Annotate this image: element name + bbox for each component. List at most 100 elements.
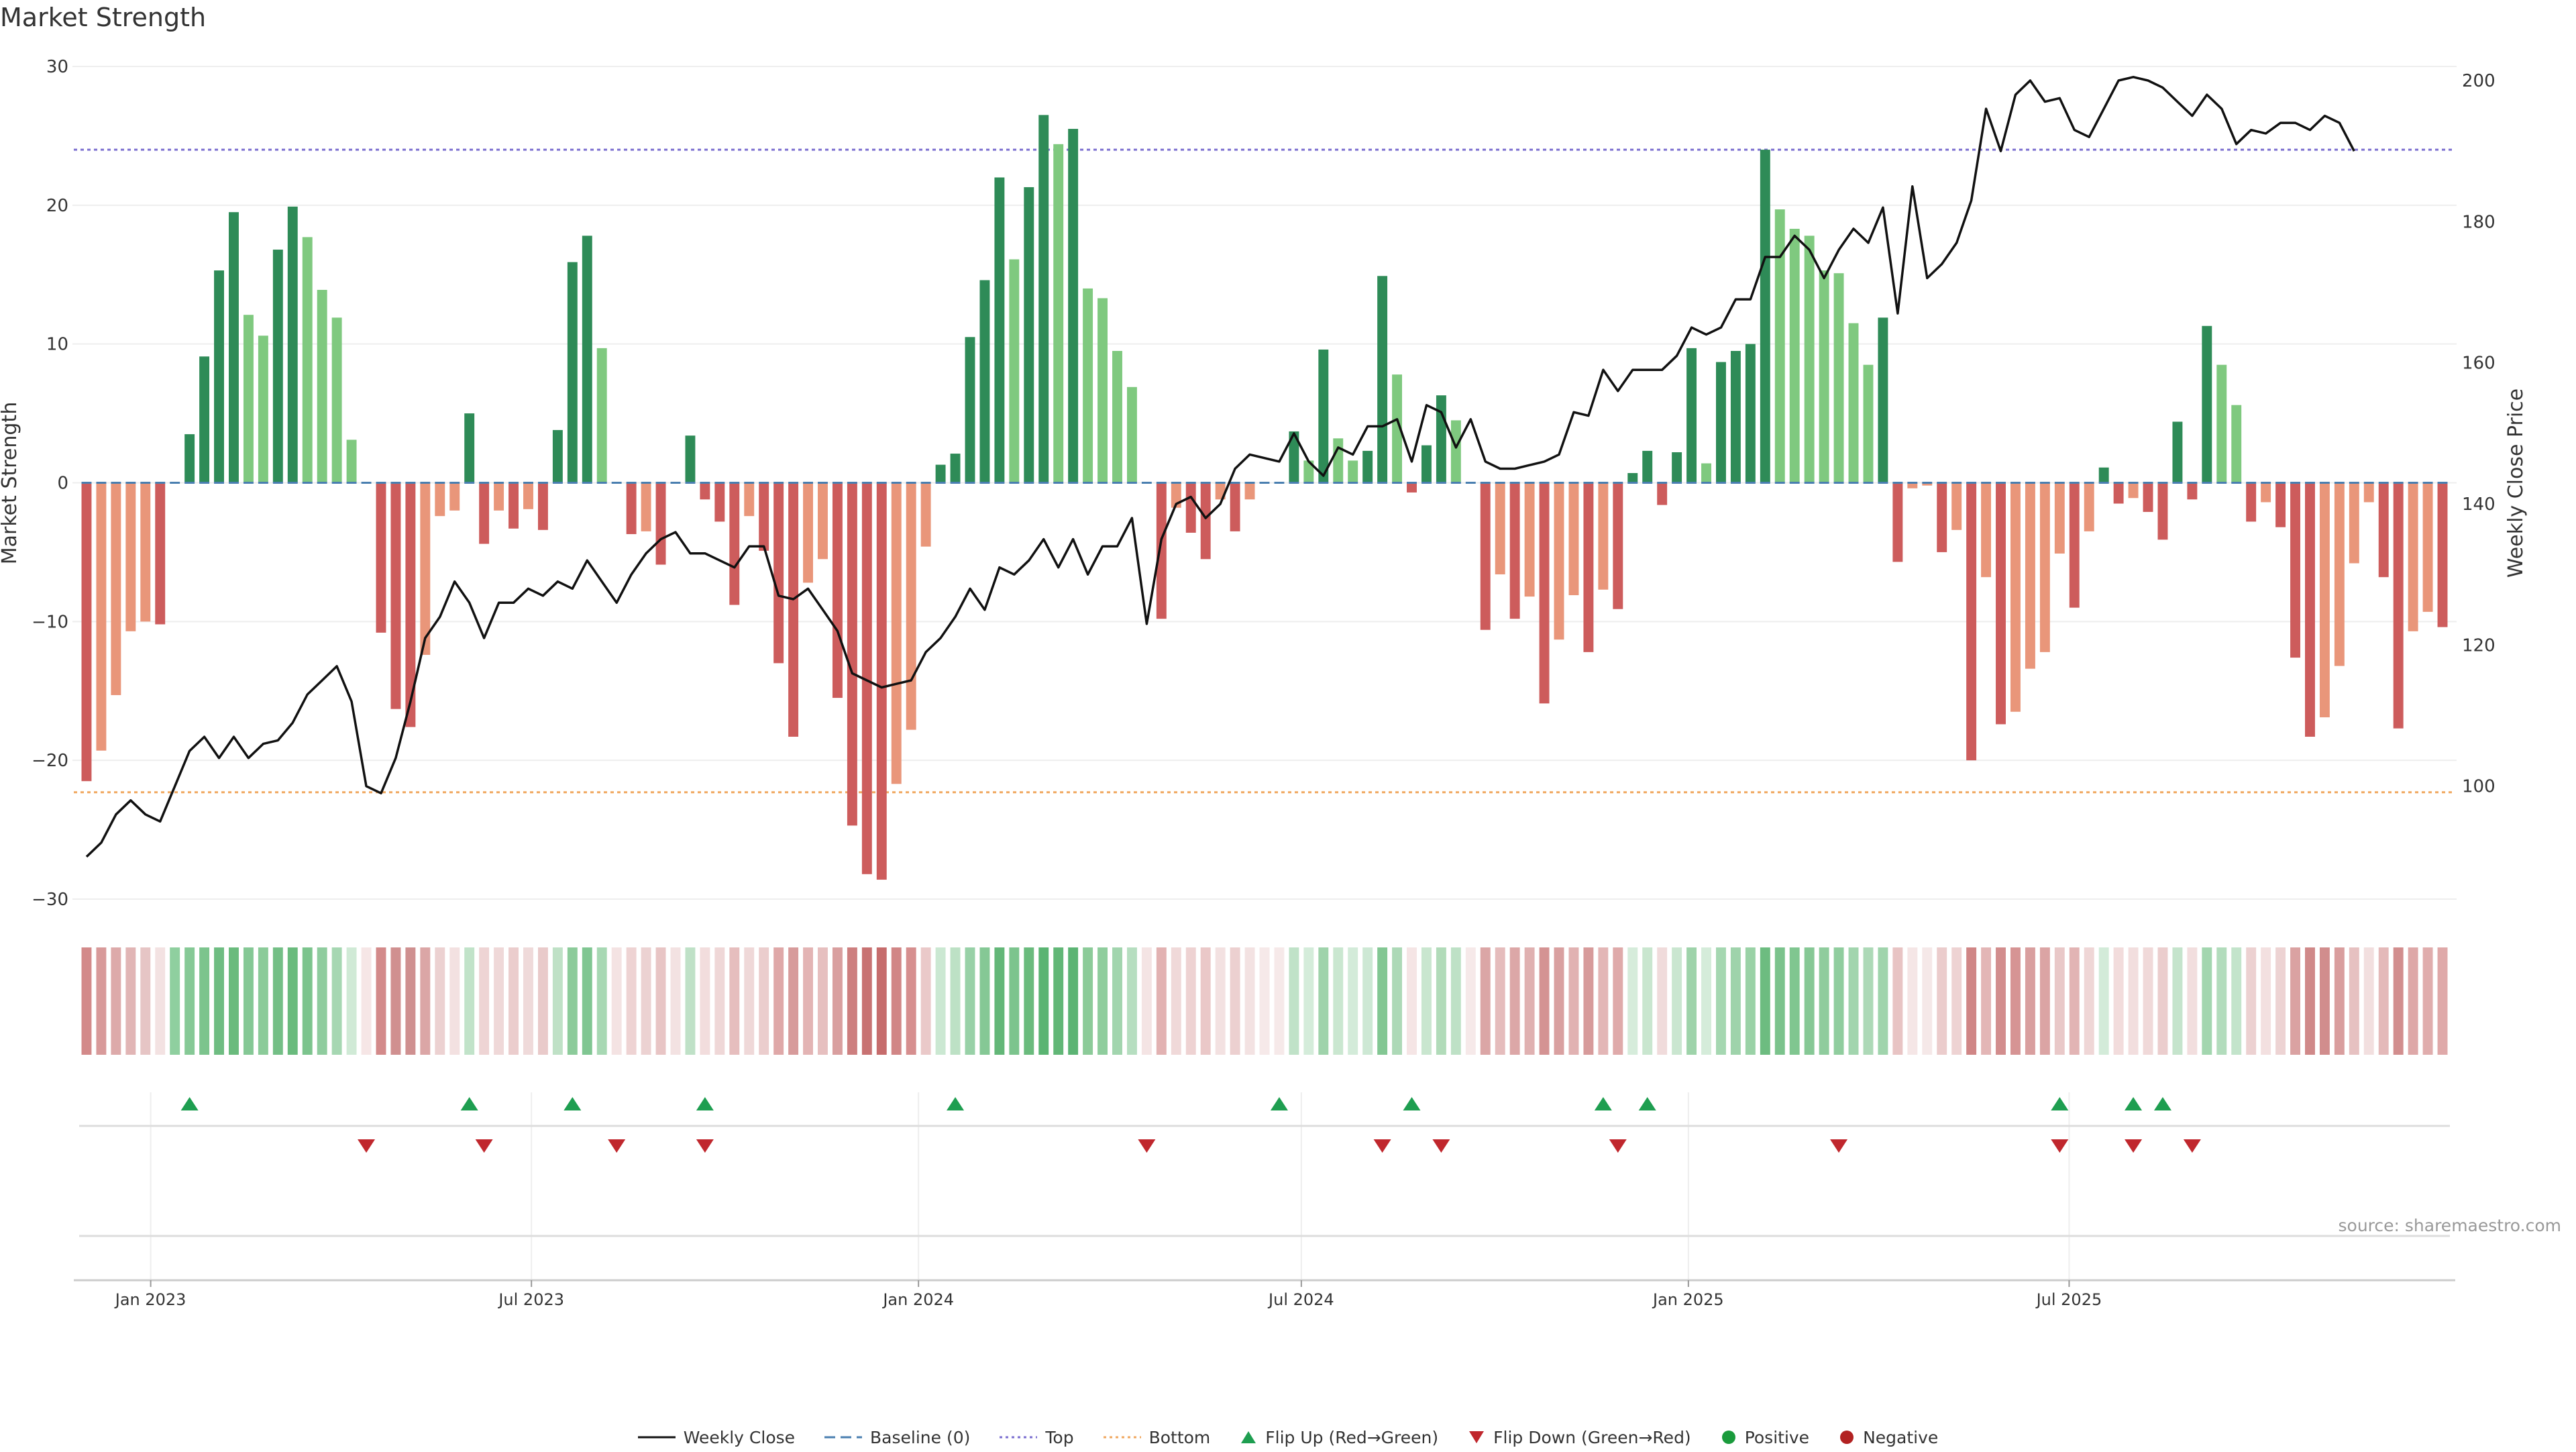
- legend-positive[interactable]: Positive: [1721, 1428, 1809, 1447]
- strength-bar: [199, 356, 210, 483]
- strength-bar: [2143, 482, 2153, 512]
- strength-bar: [287, 206, 298, 483]
- legend-bottom[interactable]: Bottom: [1103, 1427, 1211, 1447]
- x-axis: Jan 2023 Jul 2023 Jan 2024 Jul 2024 Jan 2025…: [74, 1279, 2455, 1309]
- strength-bar: [2069, 482, 2080, 608]
- legend-dotted-swatch-icon: [1000, 1436, 1038, 1439]
- strength-stripe: [832, 947, 843, 1055]
- legend-baseline[interactable]: Baseline (0): [824, 1428, 970, 1447]
- strength-stripe: [2422, 947, 2433, 1055]
- strength-stripe: [1627, 947, 1638, 1055]
- strength-bar: [965, 337, 975, 483]
- strength-stripe: [331, 947, 342, 1055]
- strength-stripe: [2349, 947, 2359, 1055]
- strength-stripe: [2437, 947, 2448, 1055]
- strength-bar: [96, 482, 107, 751]
- strength-bar: [2349, 482, 2359, 564]
- strength-stripe: [2010, 947, 2021, 1055]
- strength-bar: [272, 250, 283, 483]
- legend-top[interactable]: Top: [1000, 1428, 1074, 1447]
- x-tick-label: Jan 2023: [114, 1290, 186, 1309]
- strength-bar: [1436, 395, 1446, 483]
- right-tick-label: 180: [2462, 212, 2496, 232]
- strength-bar: [2025, 482, 2035, 669]
- strength-stripe: [1745, 947, 1756, 1055]
- strength-bar: [258, 335, 268, 483]
- legend-flip-down[interactable]: Flip Down (Green→Red): [1468, 1428, 1691, 1447]
- strength-bar: [420, 482, 431, 655]
- legend-negative[interactable]: Negative: [1839, 1428, 1938, 1447]
- strength-stripe: [508, 947, 519, 1055]
- strength-stripe: [2231, 947, 2242, 1055]
- strength-stripe: [1730, 947, 1741, 1055]
- strength-bar: [861, 482, 872, 874]
- flip-up-marker: [1638, 1097, 1656, 1110]
- strength-bar: [2290, 482, 2300, 658]
- strength-stripe: [803, 947, 814, 1055]
- strength-bar: [2261, 482, 2271, 503]
- strength-stripe: [346, 947, 357, 1055]
- strength-bar: [891, 482, 902, 784]
- right-tick-label: 160: [2462, 354, 2496, 374]
- strength-bar: [1568, 482, 1579, 596]
- legend-flip-up[interactable]: Flip Up (Red→Green): [1240, 1428, 1438, 1447]
- strength-bar: [2187, 482, 2198, 500]
- strength-bar: [1156, 482, 1167, 619]
- strength-bar: [1200, 482, 1211, 560]
- strength-stripe: [170, 947, 180, 1055]
- strength-bar: [435, 482, 445, 517]
- strength-stripe: [1922, 947, 1933, 1055]
- strength-bar: [1657, 482, 1668, 505]
- strength-stripe: [596, 947, 607, 1055]
- strength-stripe: [1848, 947, 1859, 1055]
- strength-bar: [1863, 364, 1874, 483]
- right-axis-label: Weekly Close Price: [2504, 388, 2528, 578]
- legend-weekly-close[interactable]: Weekly Close: [637, 1428, 795, 1447]
- strength-bar: [1009, 259, 1020, 483]
- strength-stripe: [2128, 947, 2139, 1055]
- strength-stripe: [994, 947, 1005, 1055]
- strength-stripe: [876, 947, 887, 1055]
- strength-bar: [2378, 482, 2389, 578]
- strength-bar: [1509, 482, 1520, 619]
- strength-stripe: [567, 947, 578, 1055]
- strength-stripe: [155, 947, 166, 1055]
- strength-bar: [1230, 482, 1240, 531]
- strength-bar: [2334, 482, 2345, 666]
- strength-stripe: [2069, 947, 2080, 1055]
- strength-stripe: [1024, 947, 1034, 1055]
- strength-stripe: [1480, 947, 1491, 1055]
- strength-stripe: [1230, 947, 1240, 1055]
- strength-bar: [1774, 209, 1785, 483]
- strength-stripe: [1053, 947, 1064, 1055]
- strength-stripe: [2039, 947, 2050, 1055]
- strength-bar: [700, 482, 710, 500]
- strength-bar: [1392, 374, 1403, 483]
- strength-bar: [449, 482, 460, 511]
- strength-bar: [744, 482, 755, 517]
- strength-bar: [803, 482, 814, 583]
- strength-stripe: [537, 947, 548, 1055]
- strength-bar: [2363, 482, 2374, 503]
- strength-bar: [994, 177, 1005, 483]
- strength-bar: [376, 482, 386, 633]
- strength-stripe: [1981, 947, 1992, 1055]
- strength-stripe: [287, 947, 298, 1055]
- strength-stripe: [1568, 947, 1579, 1055]
- flip-down-marker: [358, 1139, 376, 1153]
- strength-bar: [302, 237, 313, 483]
- strength-bar: [508, 482, 519, 529]
- strength-stripe: [479, 947, 490, 1055]
- strength-stripe: [1539, 947, 1550, 1055]
- red-dot-icon: [1840, 1431, 1854, 1444]
- strength-stripe: [2363, 947, 2374, 1055]
- strength-bar: [1185, 482, 1196, 533]
- strength-bar: [1421, 445, 1432, 483]
- legend-label: Bottom: [1148, 1427, 1211, 1447]
- strength-stripe: [2246, 947, 2257, 1055]
- strength-bar: [1377, 276, 1388, 483]
- strength-bar: [81, 482, 92, 782]
- flip-up-marker: [2125, 1097, 2143, 1110]
- strength-bar: [920, 482, 931, 547]
- legend-line-swatch-icon: [637, 1436, 676, 1439]
